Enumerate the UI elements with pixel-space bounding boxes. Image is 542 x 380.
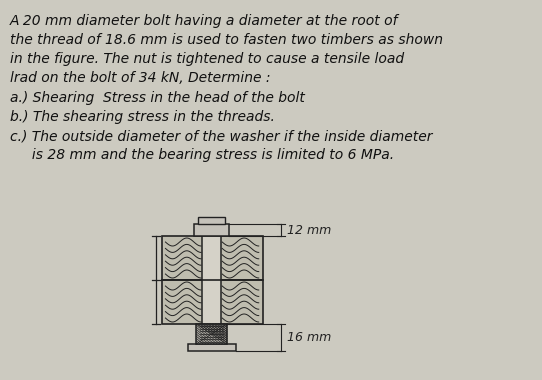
Text: A 20 mm diameter bolt having a diameter at the root of: A 20 mm diameter bolt having a diameter …	[10, 14, 398, 28]
Text: is 28 mm and the bearing stress is limited to 6 MPa.: is 28 mm and the bearing stress is limit…	[10, 148, 393, 162]
Text: in the figure. The nut is tightened to cause a tensile load: in the figure. The nut is tightened to c…	[10, 52, 404, 66]
Text: 12 mm: 12 mm	[287, 223, 331, 236]
Text: a.) Shearing  Stress in the head of the bolt: a.) Shearing Stress in the head of the b…	[10, 91, 305, 105]
Text: lrad on the bolt of 34 kN, Determine :: lrad on the bolt of 34 kN, Determine :	[10, 71, 270, 85]
Text: the thread of 18.6 mm is used to fasten two timbers as shown: the thread of 18.6 mm is used to fasten …	[10, 33, 443, 47]
Text: b.) The shearing stress in the threads.: b.) The shearing stress in the threads.	[10, 110, 274, 124]
Bar	[194, 224, 229, 236]
Bar	[162, 280, 262, 324]
Bar	[188, 344, 236, 351]
Bar	[202, 236, 221, 324]
Bar	[196, 324, 227, 344]
Bar	[162, 236, 262, 280]
Text: 16 mm: 16 mm	[287, 331, 331, 344]
Bar	[198, 217, 225, 224]
Text: c.) The outside diameter of the washer if the inside diameter: c.) The outside diameter of the washer i…	[10, 129, 432, 143]
